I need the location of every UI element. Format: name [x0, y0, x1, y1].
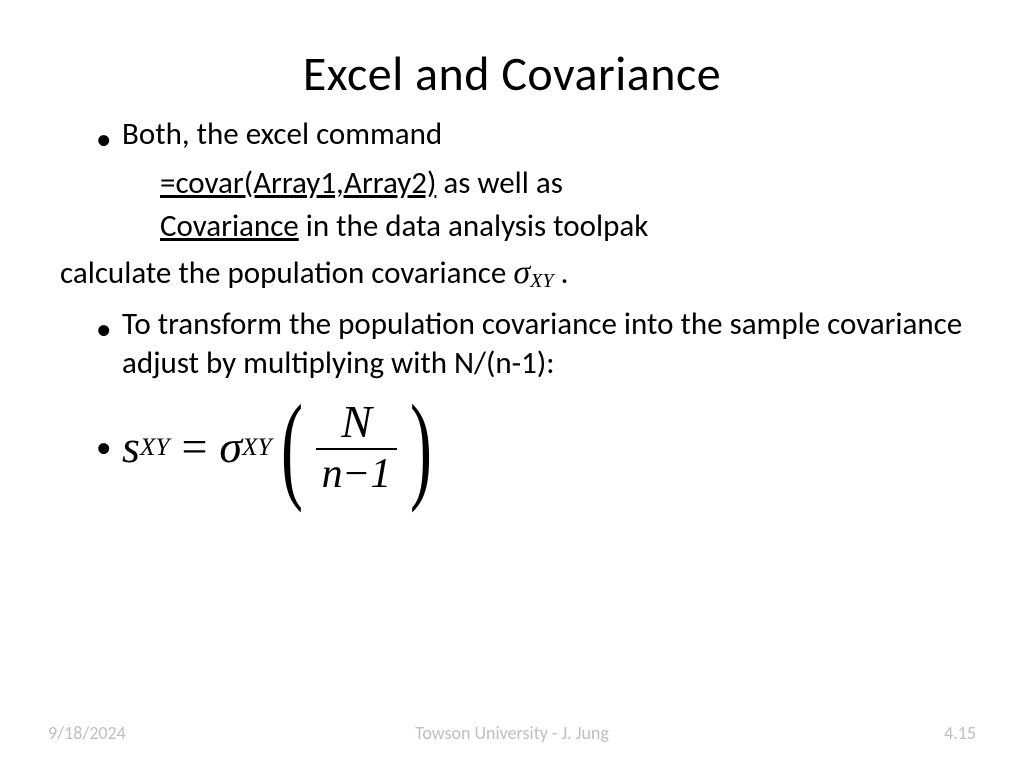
formula-eq: =	[169, 418, 219, 477]
sub-line-2: Covariance in the data analysis toolpak	[160, 207, 964, 247]
sigma-symbol: σ	[513, 254, 530, 291]
slide: Excel and Covariance • Both, the excel c…	[0, 0, 1024, 768]
den-n: n	[322, 451, 343, 497]
fraction-denominator: n−1	[316, 448, 398, 496]
footer-page: 4.15	[944, 722, 976, 744]
bullet-dot-icon: •	[96, 115, 122, 160]
sub2-after: in the data analysis toolpak	[299, 207, 649, 245]
sigma-subscript: XY	[530, 270, 554, 292]
slide-title: Excel and Covariance	[0, 0, 1024, 109]
formula-s-sub: XY	[140, 431, 170, 463]
formula-sigma: σ	[219, 418, 242, 477]
left-paren-icon: (	[281, 399, 303, 495]
plain-after: .	[554, 254, 569, 292]
footer-date: 9/18/2024	[48, 722, 126, 744]
plain-line: calculate the population covariance σXY …	[60, 251, 964, 295]
den-one: 1	[370, 451, 391, 497]
bullet-1-text: Both, the excel command	[122, 115, 964, 155]
footer-center: Towson University - J. Jung	[0, 722, 1024, 744]
formula-s: s	[122, 418, 140, 477]
formula-sigma-sub: XY	[242, 431, 272, 463]
fraction-numerator: N	[329, 398, 384, 448]
bullet-3-formula: • sXY = σXY ( N n−1 )	[96, 398, 964, 496]
den-minus: −	[343, 451, 371, 497]
bullet-2-text: To transform the population covariance i…	[122, 305, 964, 384]
slide-body: • Both, the excel command =covar(Array1,…	[0, 115, 1024, 497]
footer: 9/18/2024 Towson University - J. Jung 4.…	[0, 722, 1024, 744]
bullet-1: • Both, the excel command	[96, 115, 964, 160]
plain-before: calculate the population covariance	[60, 254, 513, 292]
covar-command: =covar(Array1,Array2)	[160, 164, 436, 202]
formula: sXY = σXY ( N n−1 )	[122, 398, 441, 496]
covariance-link: Covariance	[160, 207, 299, 245]
sub-line-1: =covar(Array1,Array2) as well as	[160, 164, 964, 204]
bullet-2: • To transform the population covariance…	[96, 305, 964, 384]
bullet-dot-icon: •	[96, 305, 122, 350]
sub1-after: as well as	[436, 164, 563, 202]
fraction: N n−1	[312, 398, 402, 496]
bullet-dot-icon: •	[96, 428, 122, 468]
right-paren-icon: )	[410, 399, 432, 495]
